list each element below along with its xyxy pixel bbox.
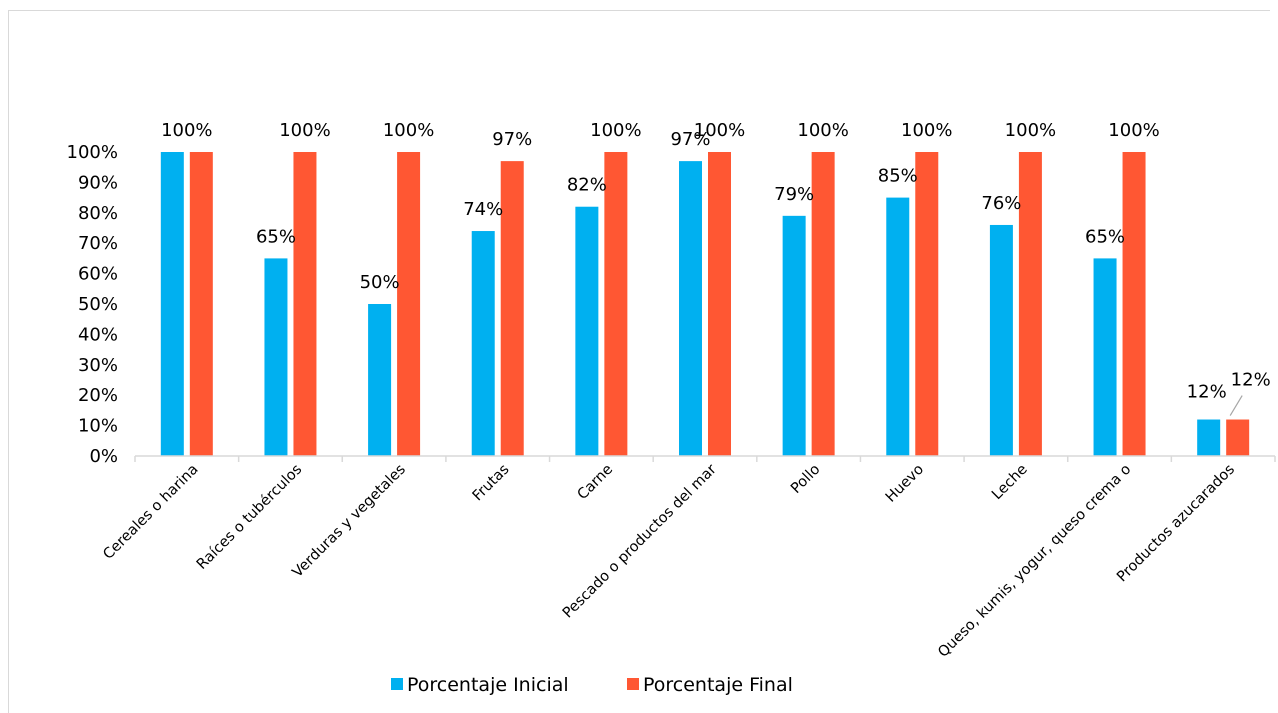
data-label-initial: 79% [774, 184, 814, 205]
leader-line [1229, 395, 1243, 416]
y-tick-label: 30% [78, 355, 118, 376]
data-label-initial: 50% [360, 272, 400, 293]
bar-final [397, 152, 421, 456]
bar-initial [368, 304, 392, 456]
data-label-final: 100% [1005, 120, 1056, 141]
data-label-initial: 100% [161, 120, 212, 141]
bars [160, 152, 1250, 456]
category-label: Cereales o harina [100, 462, 201, 563]
data-label-final: 100% [797, 120, 848, 141]
bar-final [708, 152, 731, 456]
data-label-initial: 76% [981, 193, 1021, 214]
y-tick-label: 70% [78, 233, 118, 254]
bar-initial [575, 206, 599, 456]
data-label-final: 12% [1231, 370, 1271, 391]
category-label: Frutas [470, 462, 513, 505]
category-label: Carne [575, 461, 617, 503]
category-label: Raíces o tubérculos [194, 462, 305, 573]
bar-final [915, 152, 939, 456]
data-label-final: 100% [383, 120, 434, 141]
data-label-final: 97% [492, 129, 532, 150]
data-label-initial: 65% [1085, 226, 1125, 247]
bar-initial [989, 224, 1013, 456]
bar-final [189, 152, 213, 456]
bar-final [1018, 152, 1042, 456]
bar-initial [679, 161, 702, 456]
category-label: Verduras y vegetales [290, 462, 409, 581]
bar-initial [160, 152, 184, 456]
category-label: Pollo [788, 461, 823, 496]
bar-final [811, 152, 835, 456]
y-tick-label: 60% [78, 264, 118, 285]
bar-initial [264, 258, 288, 456]
bar-final [1226, 419, 1250, 456]
category-label: Leche [989, 461, 1031, 503]
y-tick-label: 80% [78, 203, 118, 224]
bar-final [604, 152, 628, 456]
x-axis [134, 455, 1276, 462]
y-axis-ticks: 0% 10% 20% 30% 40% 50% 60% 70% 80% 90% 100% [67, 142, 118, 467]
y-tick-label: 40% [78, 324, 118, 345]
data-label-final: 100% [1108, 120, 1159, 141]
data-label-final: 100% [279, 120, 330, 141]
bar-initial [1093, 258, 1117, 456]
data-label-initial: 74% [463, 199, 503, 220]
bar-initial [782, 215, 806, 456]
bar-initial [471, 231, 495, 456]
bar-final [293, 152, 317, 456]
y-tick-label: 0% [89, 446, 118, 467]
chart-frame [8, 10, 1270, 713]
y-tick-label: 10% [78, 416, 118, 437]
bar-initial [886, 197, 910, 456]
data-label-final: 100% [694, 120, 745, 141]
data-label-final: 100% [901, 120, 952, 141]
y-tick-label: 90% [78, 172, 118, 193]
y-tick-label: 100% [67, 142, 118, 163]
legend-label: Porcentaje Final [643, 674, 793, 696]
bar-final [500, 161, 524, 456]
data-label-final: 100% [590, 120, 641, 141]
category-label: Productos azucarados [1114, 462, 1238, 586]
y-tick-label: 50% [78, 294, 118, 315]
legend-swatch [391, 678, 403, 690]
data-label-initial: 12% [1187, 382, 1227, 403]
data-label-initial: 65% [256, 226, 296, 247]
legend: Porcentaje Inicial Porcentaje Final [391, 674, 793, 696]
data-label-initial: 82% [567, 175, 607, 196]
data-label-initial: 85% [878, 166, 918, 187]
legend-swatch [627, 678, 639, 690]
category-label: Huevo [883, 461, 927, 505]
bar-initial [1197, 419, 1221, 456]
category-label: Queso, kumis, yogur, queso crema o [935, 461, 1134, 660]
bar-final [1122, 152, 1146, 456]
legend-label: Porcentaje Inicial [407, 674, 569, 696]
data-label-initial: 97% [670, 129, 710, 150]
data-labels: 100%65%100%50%100%74%97%82%100% 97%100%79… [161, 120, 1271, 416]
y-tick-label: 20% [78, 385, 118, 406]
